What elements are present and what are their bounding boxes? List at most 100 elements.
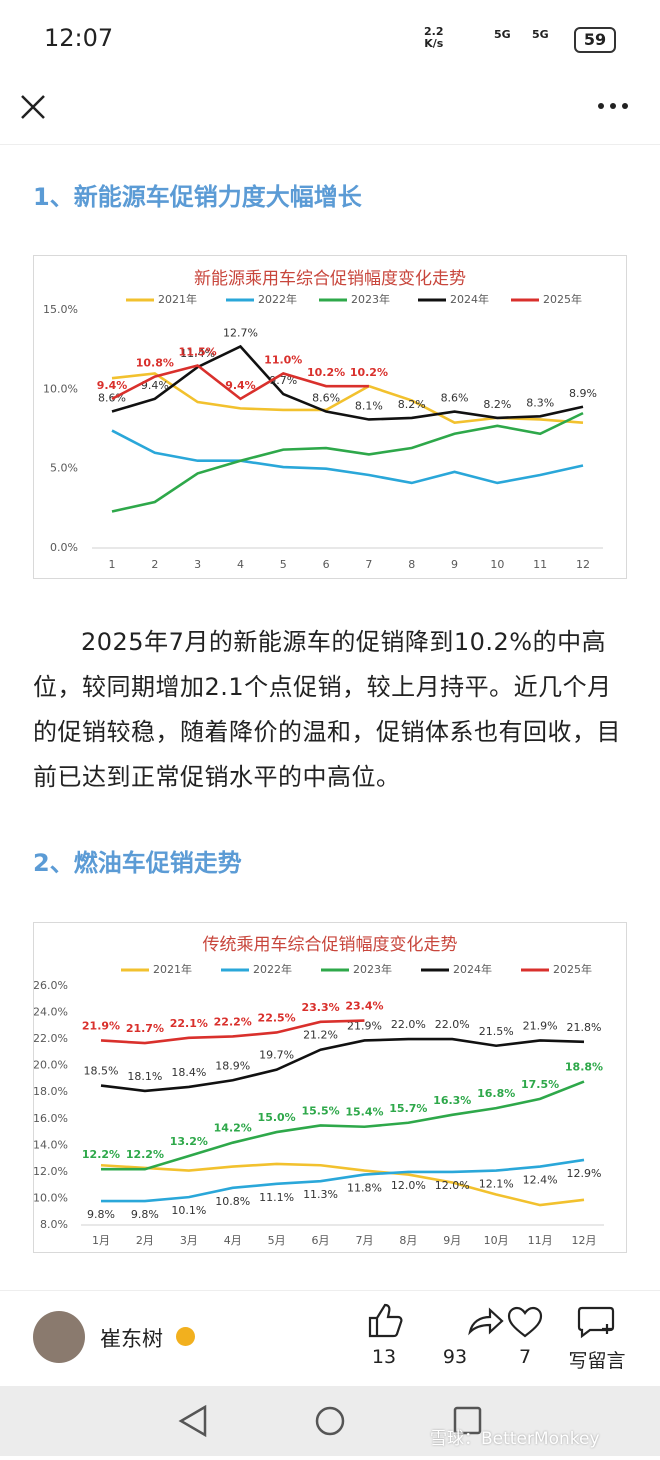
x-tick-label: 12月 <box>572 1234 597 1247</box>
data-label: 15.4% <box>345 1106 383 1119</box>
net-speed: 2.2 K/s <box>424 26 444 50</box>
x-tick-label: 4 <box>237 558 244 571</box>
y-tick-label: 0.0% <box>50 541 78 554</box>
divider <box>0 144 660 145</box>
data-label: 13.2% <box>170 1135 208 1148</box>
data-label: 11.5% <box>179 346 217 359</box>
x-tick-label: 11月 <box>528 1234 553 1247</box>
data-label: 9.4% <box>141 379 169 392</box>
legend-label: 2023年 <box>353 962 392 976</box>
line-series <box>111 364 369 401</box>
data-label: 14.2% <box>214 1122 252 1135</box>
line-series <box>101 1080 585 1171</box>
speed-unit: K/s <box>424 37 444 50</box>
y-tick-label: 8.0% <box>40 1218 68 1231</box>
nav-bar <box>0 1386 660 1456</box>
x-tick-label: 10 <box>490 558 504 571</box>
verified-badge <box>176 1327 195 1346</box>
legend-label: 2025年 <box>543 292 582 306</box>
action-icons <box>368 1303 615 1339</box>
like-count: 13 <box>371 1346 397 1368</box>
battery: 59 <box>574 27 616 53</box>
data-label: 18.9% <box>215 1059 250 1072</box>
back[interactable] <box>178 1404 207 1438</box>
line-series <box>100 1162 585 1207</box>
x-tick-label: 9月 <box>443 1234 461 1247</box>
like-icon[interactable] <box>368 1303 403 1338</box>
speed: 2.2 <box>424 25 444 38</box>
x-tick-label: 8 <box>408 558 415 571</box>
line-series <box>100 1019 365 1045</box>
y-tick-label: 22.0% <box>34 1032 68 1045</box>
data-label: 21.9% <box>523 1019 558 1032</box>
comment-label[interactable]: 写留言 <box>568 1350 626 1372</box>
line-series <box>111 344 584 421</box>
x-tick-label: 6月 <box>312 1234 330 1247</box>
data-label: 22.2% <box>214 1015 252 1028</box>
x-tick-label: 2 <box>151 558 158 571</box>
data-label: 22.0% <box>435 1018 470 1031</box>
x-tick-label: 12 <box>576 558 590 571</box>
avatar[interactable] <box>33 1311 85 1363</box>
data-label: 21.5% <box>479 1025 514 1038</box>
data-label: 10.1% <box>171 1204 206 1217</box>
data-label: 23.4% <box>345 1000 383 1013</box>
data-label: 9.4% <box>225 379 256 392</box>
home[interactable] <box>315 1406 345 1436</box>
data-label: 9.4% <box>97 379 128 392</box>
data-label: 8.1% <box>355 399 383 412</box>
data-label: 11.1% <box>259 1191 294 1204</box>
favorite-icon[interactable] <box>507 1306 543 1338</box>
y-tick-label: 14.0% <box>34 1138 68 1151</box>
legend-label: 2024年 <box>450 292 489 306</box>
more-button[interactable] <box>596 100 632 112</box>
data-label: 11.0% <box>264 353 302 366</box>
x-tick-label: 5月 <box>268 1234 286 1247</box>
data-label: 12.4% <box>523 1174 558 1187</box>
data-label: 12.2% <box>82 1148 120 1161</box>
data-label: 21.9% <box>347 1019 382 1032</box>
data-label: 15.7% <box>389 1102 427 1115</box>
data-label: 12.7% <box>223 326 258 339</box>
signal-2: 5G <box>532 28 549 41</box>
data-label: 18.4% <box>171 1066 206 1079</box>
heading: 1、新能源车促销力度大幅增长 <box>33 183 362 211</box>
y-tick-label: 10.0% <box>43 382 78 395</box>
data-label: 10.8% <box>136 357 174 370</box>
chart-frame: 新能源乘用车综合促销幅度变化走势 0.0% 5.0% 10.0% 15.0% 1 2 3 4 5 6… <box>33 255 627 579</box>
recents[interactable] <box>453 1406 482 1435</box>
x-tick-label: 11 <box>533 558 547 571</box>
x-tick-label: 3月 <box>180 1234 198 1247</box>
chart: 传统乘用车综合促销幅度变化走势 8.0% 10.0% 12.0% 14.0% 16.0% 1… <box>33 935 604 1247</box>
data-label: 18.1% <box>127 1070 162 1083</box>
legend-label: 2023年 <box>351 292 390 306</box>
x-tick-label: 2月 <box>136 1234 154 1247</box>
author-name[interactable]: 崔东树 <box>100 1327 163 1351</box>
data-label: 8.2% <box>483 398 511 411</box>
divider <box>0 1290 660 1291</box>
y-tick-label: 20.0% <box>34 1059 68 1072</box>
legend-label: 2022年 <box>258 292 297 306</box>
share-count: 93 <box>442 1346 468 1368</box>
comment-icon[interactable] <box>577 1306 615 1339</box>
data-label: 12.2% <box>126 1148 164 1161</box>
close-button[interactable] <box>18 92 48 122</box>
data-label: 15.0% <box>258 1111 296 1124</box>
data-label: 11.4% <box>180 347 215 360</box>
x-tick-label: 8月 <box>399 1234 417 1247</box>
heading: 2、燃油车促销走势 <box>33 849 242 877</box>
x-tick-label: 5 <box>280 558 287 571</box>
data-label: 21.9% <box>82 1019 120 1032</box>
data-label: 17.5% <box>521 1078 559 1091</box>
share-icon[interactable] <box>468 1307 504 1336</box>
x-tick-label: 10月 <box>484 1234 509 1247</box>
data-label: 18.5% <box>84 1065 119 1078</box>
data-label: 19.7% <box>259 1049 294 1062</box>
data-label: 9.8% <box>131 1208 159 1221</box>
line-series <box>101 1158 585 1203</box>
data-label: 16.3% <box>433 1094 471 1107</box>
data-label: 21.7% <box>126 1022 164 1035</box>
x-tick-label: 1月 <box>92 1234 110 1247</box>
